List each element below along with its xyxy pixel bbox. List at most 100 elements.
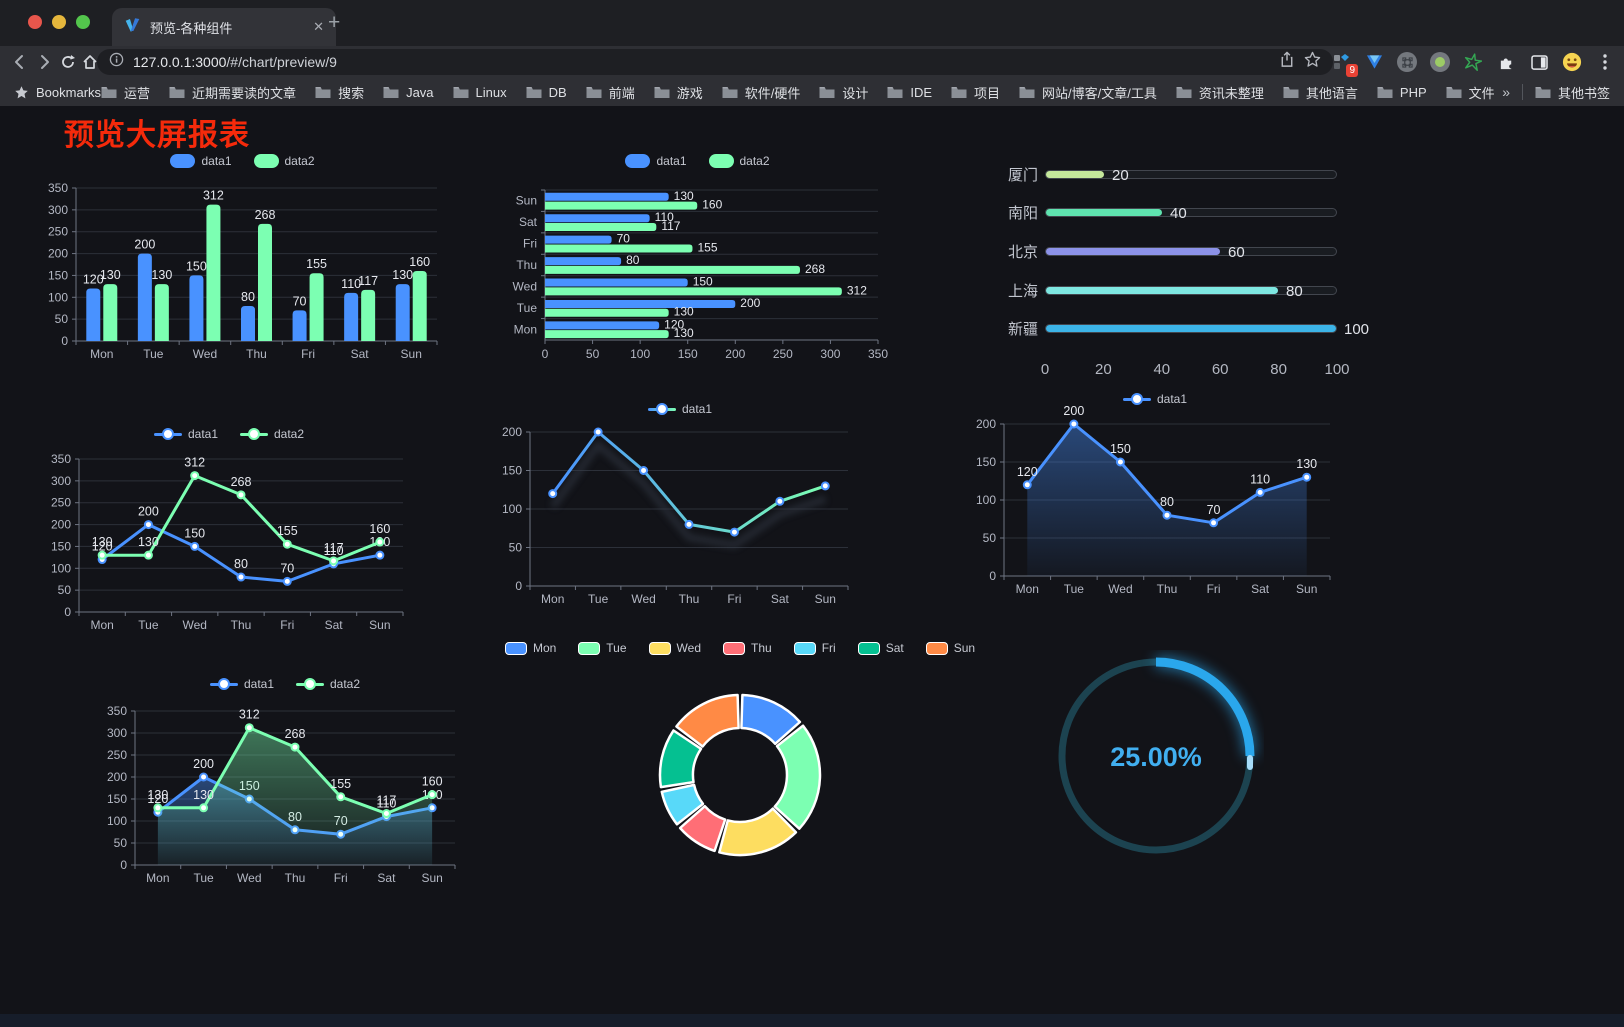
progress-row-北京[interactable]: 北京 60 (1000, 242, 1337, 261)
legend-item-Fri[interactable]: Fri (793, 641, 836, 655)
bar[interactable] (395, 284, 410, 341)
data-point[interactable] (190, 541, 200, 551)
gauge-canvas[interactable]: 25.00% (1048, 650, 1264, 862)
reload-icon[interactable] (56, 50, 80, 74)
data-point[interactable] (381, 809, 391, 819)
green-star-extension-icon[interactable] (1462, 51, 1484, 73)
area-blue-canvas[interactable]: 0 50 100 150 200 Mon Tue Wed Thu Fri Sat Sun 120 200 1… (968, 388, 1342, 600)
data-point[interactable] (1069, 419, 1079, 429)
data-point[interactable] (684, 519, 694, 529)
site-info-icon[interactable] (109, 52, 124, 72)
bar[interactable] (361, 289, 376, 341)
tab-close-icon[interactable]: ✕ (313, 19, 324, 34)
bar[interactable] (545, 235, 612, 244)
area-line-chart[interactable]: data1 0 50 100 150 200 Mon Tue Wed Thu Fri Sat Sun 12… (968, 388, 1342, 600)
bar[interactable] (545, 257, 622, 266)
data-point[interactable] (1255, 487, 1265, 497)
multi-line-chart[interactable]: data1 data2 0 50 100 150 200 250 300 350 Mon Tue Wed… (45, 423, 413, 638)
minimize-window-button[interactable] (52, 15, 66, 29)
legend-item-data1[interactable]: data1 (647, 402, 712, 416)
fullscreen-window-button[interactable] (76, 15, 90, 29)
pie-slice-Tue[interactable] (773, 724, 822, 830)
donut-canvas[interactable] (540, 637, 940, 865)
bar[interactable] (258, 223, 272, 341)
data-point[interactable] (639, 466, 649, 475)
bar[interactable] (309, 273, 324, 341)
other-bookmarks-folder[interactable]: 其他书签 (1535, 83, 1610, 102)
donut-chart[interactable]: Mon Tue Wed Thu Fri Sat Sun (504, 637, 975, 865)
progress-row-上海[interactable]: 上海 80 (1000, 281, 1337, 300)
menu-dots-icon[interactable] (1594, 51, 1616, 73)
bookmark-star-icon[interactable] (1304, 51, 1321, 73)
data-point[interactable] (820, 481, 830, 491)
vue-devtools-icon[interactable] (1363, 51, 1385, 73)
close-window-button[interactable] (28, 15, 42, 29)
legend-item-Tue[interactable]: Tue (578, 641, 627, 655)
bar[interactable] (545, 299, 736, 308)
bar[interactable] (545, 192, 669, 201)
legend-item-data2[interactable]: data2 (253, 154, 315, 168)
data-point[interactable] (548, 489, 558, 499)
line-two-canvas[interactable]: 0 50 100 150 200 250 300 350 Mon Tue Wed Thu Fri Sat S… (45, 423, 413, 638)
legend-item-data1[interactable]: data1 (209, 677, 274, 691)
bookmark-folder[interactable]: Java (383, 85, 434, 100)
bookmark-folder[interactable]: 游戏 (654, 83, 703, 102)
data-point[interactable] (427, 790, 437, 800)
data-point[interactable] (244, 723, 254, 733)
puzzle-extensions-icon[interactable] (1495, 51, 1517, 73)
command-extension-icon[interactable] (1396, 51, 1418, 73)
legend-item-data2[interactable]: data2 (240, 427, 304, 441)
bar[interactable] (545, 330, 669, 339)
bar[interactable] (545, 278, 688, 287)
bar[interactable] (137, 253, 152, 341)
bookmark-folder[interactable]: PHP (1377, 85, 1427, 100)
bookmark-folder[interactable]: 运营 (101, 83, 150, 102)
line-gradient-canvas[interactable]: 0 50 100 150 200 Mon Tue Wed Thu Fri Sat Sun (500, 398, 860, 612)
legend-item-Sun[interactable]: Sun (925, 641, 975, 655)
data-point[interactable] (236, 572, 246, 582)
browser-tab[interactable]: 预览-各种组件 ✕ (112, 8, 336, 46)
legend-item-Sat[interactable]: Sat (857, 641, 904, 655)
data-point[interactable] (199, 772, 209, 782)
legend-item-data2[interactable]: data2 (708, 154, 770, 168)
bar[interactable] (545, 321, 660, 330)
bar[interactable] (189, 275, 204, 341)
home-icon[interactable] (78, 50, 102, 74)
data-point[interactable] (236, 490, 246, 500)
new-tab-button[interactable]: + (328, 11, 341, 34)
bar[interactable] (545, 223, 657, 232)
progress-row-南阳[interactable]: 南阳 40 (1000, 204, 1337, 222)
bookmark-folder[interactable]: 其他语言 (1283, 83, 1358, 102)
horizontal-bar-chart[interactable]: data1 data2 0 50 100 150 200 250 300 350 Mon 120 130… (505, 150, 890, 368)
legend-item-Wed[interactable]: Wed (648, 641, 701, 655)
bookmark-folder[interactable]: 软件/硬件 (722, 83, 800, 102)
legend-item-Thu[interactable]: Thu (723, 641, 772, 655)
bookmarks-overflow-button[interactable]: » (1502, 84, 1510, 100)
data-point[interactable] (97, 550, 107, 560)
pie-slice-Sat[interactable] (658, 729, 703, 789)
pie-slice-Fri[interactable] (660, 783, 705, 826)
bar[interactable] (206, 204, 221, 341)
data-point[interactable] (775, 496, 785, 506)
data-point[interactable] (1302, 472, 1312, 482)
city-progress-chart[interactable]: 厦门 20 南阳 40 北京 60 上海 80 新疆 100 0 20 40 60 80 100 (1000, 158, 1369, 386)
data-point[interactable] (199, 803, 209, 813)
legend-item-data1[interactable]: data1 (625, 154, 687, 168)
bar[interactable] (154, 284, 169, 341)
bar[interactable] (241, 306, 255, 341)
share-icon[interactable] (1279, 51, 1295, 73)
data-point[interactable] (1162, 510, 1172, 520)
progress-ring[interactable]: 25.00% (1048, 650, 1264, 862)
two-series-area-chart[interactable]: data1 data2 0 50 100 150 200 250 300 350 Mon Tue Wed… (103, 673, 467, 891)
forward-icon[interactable] (32, 50, 56, 74)
bar[interactable] (545, 201, 698, 210)
data-point[interactable] (143, 550, 153, 560)
bar[interactable] (545, 308, 669, 317)
bookmark-folder[interactable]: IDE (887, 85, 932, 100)
bookmark-folder[interactable]: 资讯未整理 (1176, 83, 1264, 102)
bookmark-folder[interactable]: 文件服务器 (1446, 83, 1494, 102)
pie-slice-Wed[interactable] (718, 807, 798, 857)
bar[interactable] (292, 310, 307, 341)
bar[interactable] (545, 244, 693, 253)
gradient-line-chart[interactable]: data1 0 50 100 150 200 Mon Tue Wed Thu Fri Sat Sun (500, 398, 860, 612)
